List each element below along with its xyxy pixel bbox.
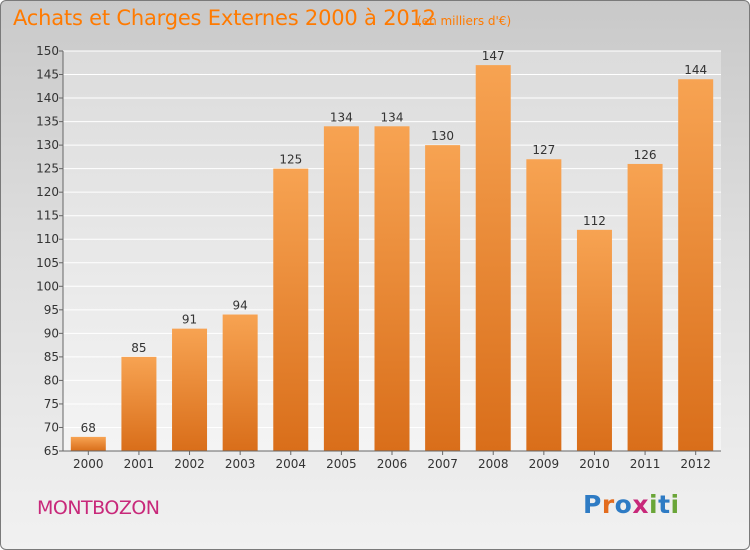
data-label: 134 (381, 110, 404, 124)
y-tick-label: 105 (36, 256, 59, 270)
data-label: 126 (634, 148, 657, 162)
x-tick-label: 2007 (427, 457, 458, 471)
x-tick-label: 2006 (377, 457, 408, 471)
x-tick-label: 2011 (630, 457, 661, 471)
x-tick-label: 2008 (478, 457, 509, 471)
y-tick-label: 100 (36, 279, 59, 293)
bar (374, 126, 410, 451)
y-tick-label: 90 (44, 326, 59, 340)
y-tick-label: 75 (44, 397, 59, 411)
bar (172, 328, 208, 451)
x-tick-label: 2009 (529, 457, 560, 471)
logo-letter: x (632, 490, 649, 519)
bar (222, 314, 258, 451)
data-label: 91 (182, 313, 197, 327)
bar (323, 126, 359, 451)
data-label: 94 (233, 299, 248, 313)
logo-letter: i (649, 490, 659, 519)
y-tick-label: 150 (36, 44, 59, 58)
logo-letter: t (658, 490, 671, 519)
y-tick-label: 125 (36, 162, 59, 176)
x-tick-label: 2012 (680, 457, 711, 471)
data-label: 147 (482, 49, 505, 63)
y-tick-label: 80 (44, 373, 59, 387)
data-label: 85 (131, 341, 146, 355)
proxiti-logo[interactable]: Proxiti (583, 490, 680, 519)
bar (526, 159, 562, 451)
bar (121, 356, 157, 451)
place-name: MONTBOZON (37, 497, 160, 519)
x-tick-label: 2000 (73, 457, 104, 471)
data-label: 144 (684, 63, 707, 77)
y-tick-label: 70 (44, 420, 59, 434)
bar (678, 79, 714, 451)
bar (70, 436, 106, 451)
data-label: 134 (330, 110, 353, 124)
logo-letter: o (614, 490, 633, 519)
bar (627, 163, 663, 452)
chart-title: Achats et Charges Externes 2000 à 2012 (13, 6, 436, 30)
x-tick-label: 2005 (326, 457, 357, 471)
y-tick-label: 110 (36, 232, 59, 246)
logo-letter: P (583, 490, 602, 519)
data-label: 130 (431, 129, 454, 143)
y-tick-label: 120 (36, 185, 59, 199)
y-tick-label: 95 (44, 303, 59, 317)
data-label: 127 (532, 143, 555, 157)
y-tick-label: 115 (36, 209, 59, 223)
x-tick-label: 2004 (275, 457, 306, 471)
bar (273, 168, 309, 451)
y-tick-label: 145 (36, 68, 59, 82)
data-label: 125 (279, 153, 302, 167)
x-tick-label: 2010 (579, 457, 610, 471)
bar (576, 229, 612, 451)
y-tick-label: 85 (44, 350, 59, 364)
y-tick-label: 65 (44, 444, 59, 458)
x-tick-label: 2002 (174, 457, 205, 471)
y-tick-label: 140 (36, 91, 59, 105)
x-tick-label: 2003 (225, 457, 256, 471)
y-tick-label: 130 (36, 138, 59, 152)
logo-letter: r (601, 490, 615, 519)
data-label: 112 (583, 214, 606, 228)
x-tick-label: 2001 (124, 457, 155, 471)
y-tick-label: 135 (36, 115, 59, 129)
unit-note: (en milliers d'€) (417, 14, 512, 28)
data-label: 68 (81, 421, 96, 435)
bar (475, 65, 511, 451)
logo-letter: i (670, 490, 680, 519)
bar (425, 145, 461, 451)
